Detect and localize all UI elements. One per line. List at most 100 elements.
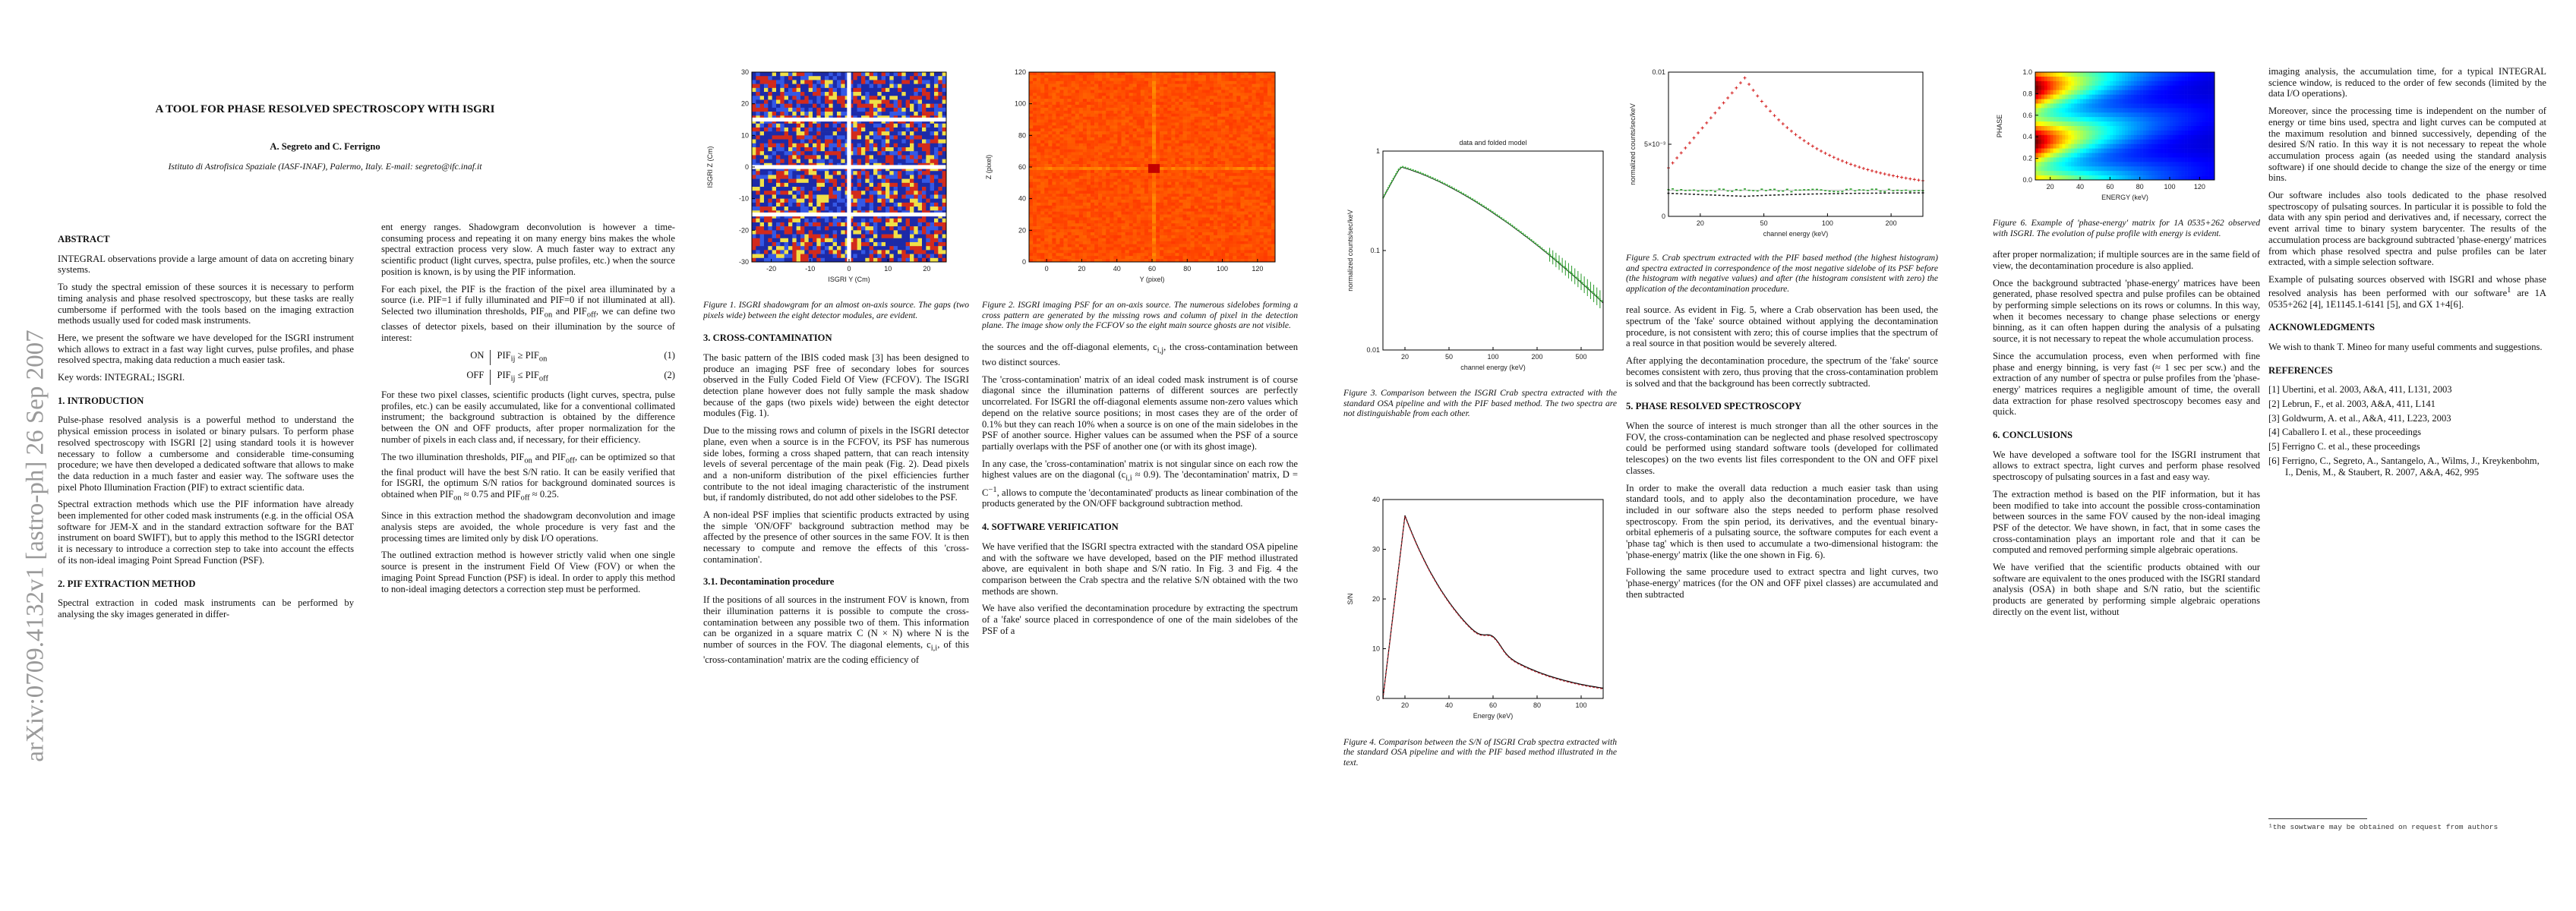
pixel <box>1148 149 1153 153</box>
pixel <box>861 175 866 179</box>
pixel <box>800 254 805 259</box>
pixel <box>934 257 939 263</box>
pixel <box>1175 87 1179 90</box>
pixel <box>804 147 809 152</box>
pixel <box>898 194 902 199</box>
pixel <box>1040 181 1045 185</box>
pixel <box>1082 107 1088 112</box>
pixel <box>1037 194 1041 197</box>
pixel <box>1167 229 1172 233</box>
pixel <box>1056 161 1060 165</box>
pixel <box>942 178 947 184</box>
pixel <box>756 194 760 199</box>
pixel <box>1106 87 1110 90</box>
pixel <box>841 214 845 219</box>
pixel <box>938 194 942 199</box>
pixel <box>1033 194 1037 197</box>
pixel <box>1102 140 1106 144</box>
text-run: ≥ PIF <box>515 349 539 361</box>
pixel <box>930 178 935 184</box>
pixel <box>1182 77 1187 82</box>
pixel <box>942 127 947 132</box>
pixel <box>1029 102 1034 106</box>
pixel <box>820 96 826 100</box>
pixel <box>930 206 935 211</box>
pixel <box>1152 84 1157 87</box>
pixel <box>869 202 874 207</box>
pixel <box>893 241 898 247</box>
pixel <box>1156 229 1160 233</box>
pixel <box>886 222 890 227</box>
section-heading: 1. INTRODUCTION <box>58 395 144 406</box>
pixel <box>1140 208 1145 212</box>
pixel <box>832 254 838 259</box>
pixel <box>1175 253 1179 257</box>
pixel <box>837 206 841 211</box>
pixel <box>756 99 760 104</box>
pixel <box>1056 229 1060 233</box>
pixel <box>1110 191 1114 194</box>
pixel <box>898 72 902 77</box>
pixel <box>1136 122 1141 126</box>
pixel <box>1056 110 1060 114</box>
pixel <box>1144 134 1149 138</box>
pixel <box>1075 107 1080 112</box>
pixel <box>820 218 826 223</box>
pixel <box>861 87 866 93</box>
pixel <box>764 123 769 128</box>
pixel <box>1102 181 1106 185</box>
pixel <box>759 198 765 203</box>
pixel <box>1117 149 1122 153</box>
pixel <box>1132 128 1138 132</box>
pixel <box>1121 122 1125 126</box>
pixel <box>788 175 793 179</box>
pixel <box>1179 93 1183 96</box>
pixel <box>784 218 789 223</box>
pixel <box>1167 72 1172 76</box>
pixel <box>905 159 911 164</box>
pixel <box>898 175 902 179</box>
pixel <box>873 92 878 96</box>
pixel <box>1156 214 1160 218</box>
pixel <box>1182 167 1187 171</box>
pixel <box>772 226 777 231</box>
pixel <box>825 202 829 207</box>
pixel <box>1167 199 1172 203</box>
pixel <box>1106 116 1110 120</box>
pixel <box>1144 72 1149 76</box>
pixel <box>1152 137 1157 141</box>
pixel <box>1110 259 1114 263</box>
pixel <box>857 230 862 235</box>
pixel <box>869 96 874 100</box>
pixel <box>1175 202 1179 206</box>
pixel <box>1144 226 1149 230</box>
pixel <box>1071 208 1076 212</box>
pixel <box>1033 96 1037 99</box>
pixel <box>1048 155 1053 159</box>
pixel <box>768 178 772 184</box>
pixel <box>877 92 882 96</box>
pixel <box>752 112 756 116</box>
pixel <box>1156 131 1160 135</box>
pixel <box>1098 137 1103 141</box>
pixel <box>1144 128 1149 132</box>
pixel <box>1056 188 1060 191</box>
pixel <box>816 139 821 144</box>
footnote-rule <box>2268 818 2367 819</box>
pixel <box>1091 199 1095 203</box>
pixel <box>1160 232 1164 236</box>
pixel <box>1063 172 1068 177</box>
pixel <box>1163 169 1168 174</box>
pixel <box>1136 134 1141 138</box>
pixel <box>1179 169 1183 174</box>
pixel <box>1179 104 1183 109</box>
pixel <box>1075 253 1080 257</box>
pixel <box>1091 194 1095 197</box>
pixel <box>1040 72 1045 76</box>
pixel <box>1091 178 1095 182</box>
pixel <box>1067 93 1072 96</box>
pixel <box>1040 241 1045 244</box>
pixel <box>1091 113 1095 117</box>
pixel <box>1167 184 1172 188</box>
pixel <box>917 198 923 203</box>
